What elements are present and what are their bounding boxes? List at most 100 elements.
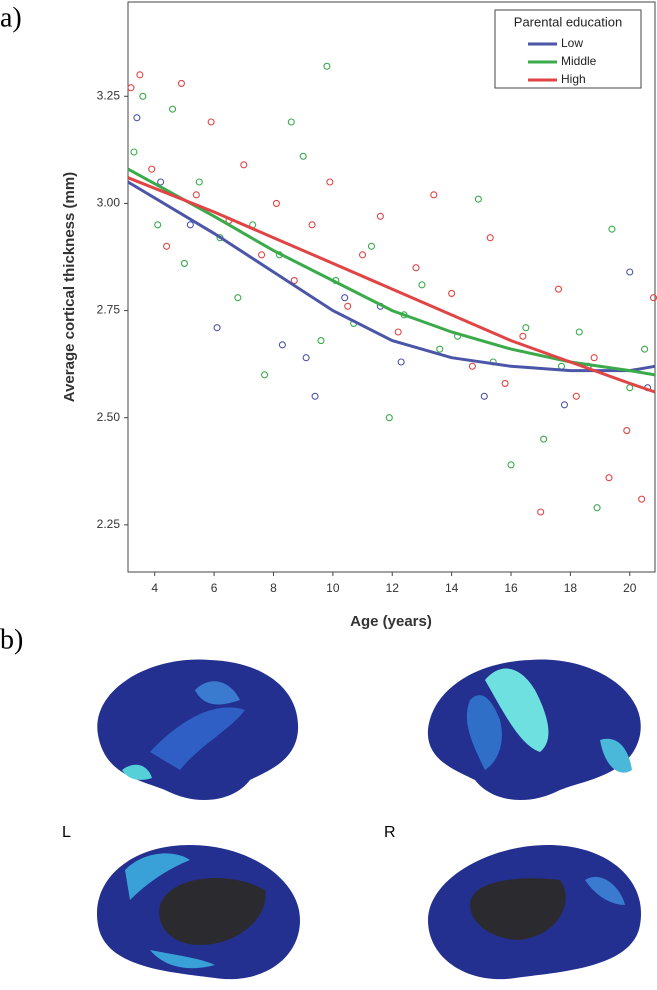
scatter-point <box>344 302 352 310</box>
scatter-point <box>537 508 545 516</box>
scatter-point <box>148 165 156 173</box>
scatter-point <box>177 79 185 87</box>
fit-curve <box>127 167 656 377</box>
brain-images <box>96 659 642 980</box>
scatter-point <box>359 251 367 259</box>
scatter-point <box>130 148 138 156</box>
x-tick-label: 14 <box>445 581 459 595</box>
fit-curve <box>127 176 656 394</box>
scatter-point <box>192 191 200 199</box>
scatter-point <box>436 345 444 353</box>
scatter-point <box>474 195 482 203</box>
legend-label: Middle <box>561 54 597 68</box>
scatter-point <box>287 118 295 126</box>
scatter-point <box>385 414 393 422</box>
scatter-point <box>311 392 319 400</box>
scatter-point <box>213 324 221 332</box>
scatter-point <box>540 435 548 443</box>
x-tick-label: 10 <box>326 581 340 595</box>
scatter-point <box>240 161 248 169</box>
panel-label: a) <box>0 2 22 33</box>
x-tick-label: 12 <box>386 581 400 595</box>
scatter-point <box>341 294 349 302</box>
hemisphere-label: L <box>62 824 71 841</box>
scatter-point <box>367 242 376 250</box>
scatter-point <box>507 461 515 469</box>
scatter-point <box>641 345 649 353</box>
scatter-point <box>554 285 563 293</box>
scatter-point <box>157 178 165 186</box>
scatter-point <box>168 105 177 113</box>
scatter-point <box>308 221 316 229</box>
scatter-point <box>468 362 476 370</box>
scatter-point <box>638 495 646 503</box>
scatter-point <box>522 324 530 332</box>
scatter-point <box>394 328 402 336</box>
scatter-point <box>572 392 580 400</box>
scatter-point <box>180 259 188 267</box>
y-tick-label: 2.25 <box>97 517 121 531</box>
scatter-point <box>480 392 488 400</box>
scatter-point <box>430 191 438 199</box>
scatter-point <box>605 474 613 482</box>
scatter-point <box>127 84 135 92</box>
scatter-point <box>623 427 631 435</box>
scatter-point <box>560 401 568 409</box>
plot-frame <box>127 1 656 573</box>
scatter-point <box>575 328 583 336</box>
scatter-point <box>593 504 601 512</box>
scatter-point <box>519 332 527 340</box>
y-tick-label: 2.75 <box>97 303 121 317</box>
x-tick-label: 20 <box>623 581 637 595</box>
scatter-point <box>163 242 171 250</box>
scatter-point <box>418 281 426 289</box>
scatter-point <box>136 71 144 79</box>
scatter-point <box>195 178 203 186</box>
scatter-point <box>326 178 334 186</box>
x-tick-label: 8 <box>270 581 277 595</box>
brain-lateral-left <box>97 659 299 801</box>
scatter-point <box>317 337 325 345</box>
scatter-point <box>299 152 307 160</box>
y-tick-label: 3.25 <box>97 88 121 102</box>
x-tick-label: 18 <box>564 581 578 595</box>
brain-medial-left <box>96 845 300 980</box>
scatter-point <box>154 221 162 229</box>
scatter-point <box>397 358 405 366</box>
scatter-point <box>261 371 269 379</box>
scatter-point <box>486 234 494 242</box>
scatter-point <box>133 114 141 122</box>
scatter-point <box>501 379 509 387</box>
scatter-point <box>448 289 456 297</box>
scatter-point <box>323 62 331 70</box>
y-tick-label: 2.50 <box>97 410 121 424</box>
scatter-point <box>207 118 215 126</box>
y-axis-label: Average cortical thickness (mm) <box>61 172 78 402</box>
x-tick-label: 16 <box>504 581 518 595</box>
fit-curve <box>127 180 656 373</box>
scatter-point <box>272 199 281 207</box>
x-tick-label: 6 <box>211 581 218 595</box>
y-tick-label: 3.00 <box>97 196 121 210</box>
scatter-point <box>412 264 420 272</box>
scatter-point <box>376 212 384 220</box>
legend-box <box>494 9 642 89</box>
scatter-point <box>608 225 616 233</box>
scatter-point <box>590 354 598 362</box>
legend-label: Low <box>561 36 583 50</box>
scatter-point <box>186 221 194 229</box>
brain-medial-right <box>428 845 642 980</box>
scatter-point <box>626 268 634 276</box>
legend-title: Parental education <box>514 14 622 29</box>
scatter-point <box>278 341 286 349</box>
scatter-point <box>234 294 242 302</box>
x-tick-label: 4 <box>151 581 158 595</box>
legend-label: High <box>561 72 586 86</box>
scatter-point <box>258 251 266 259</box>
panel-label: b) <box>0 624 23 655</box>
hemisphere-label: R <box>384 824 396 841</box>
x-axis-label: Age (years) <box>350 613 432 630</box>
scatter-point <box>302 354 310 362</box>
